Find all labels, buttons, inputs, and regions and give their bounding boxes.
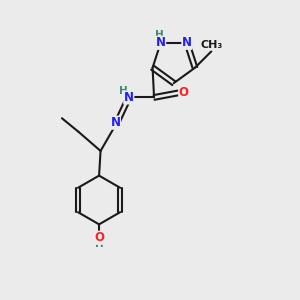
Text: H: H [95, 239, 103, 249]
Text: O: O [94, 231, 104, 244]
Text: N: N [124, 91, 134, 104]
Text: N: N [182, 36, 192, 49]
Text: H: H [119, 86, 128, 96]
Text: N: N [156, 36, 166, 49]
Text: O: O [179, 86, 189, 100]
Text: H: H [155, 30, 164, 40]
Text: CH₃: CH₃ [201, 40, 223, 50]
Text: N: N [110, 116, 120, 129]
